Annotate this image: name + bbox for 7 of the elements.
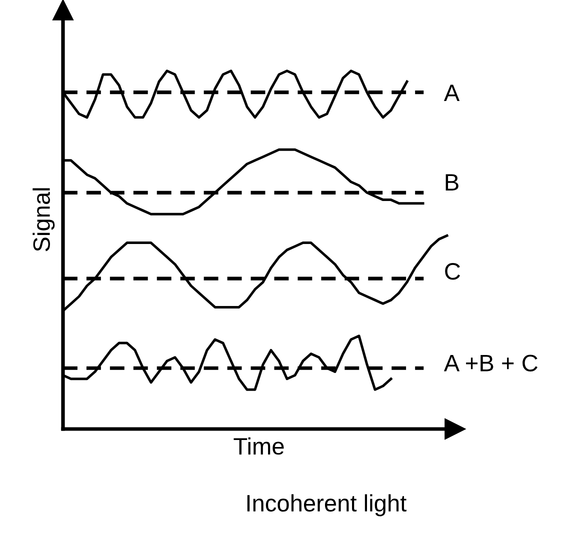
series-label: B (446, 174, 458, 190)
y-axis-title: Signal (32, 188, 55, 252)
text: Incoherent light (247, 494, 406, 516)
series-label: C (445, 263, 460, 280)
series-label: A (444, 84, 460, 101)
text: A +B + C (444, 354, 538, 372)
x-axis-title: Time (234, 437, 284, 455)
